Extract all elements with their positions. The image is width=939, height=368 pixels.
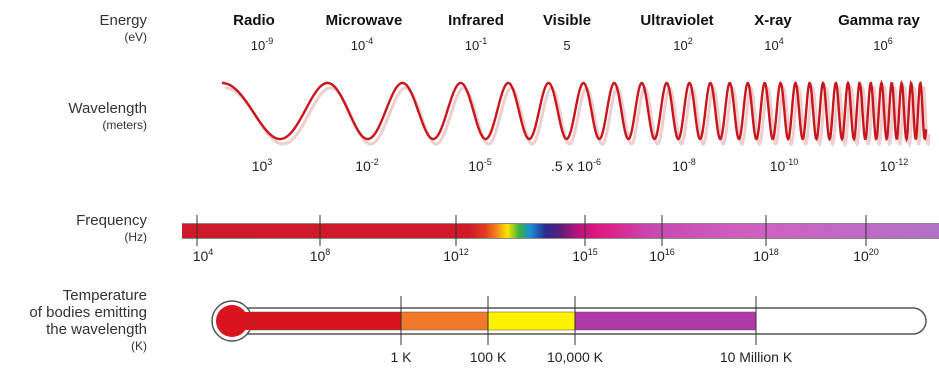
frequency-label-6: 1018 [753,247,779,265]
frequency-bar [182,223,939,239]
temperature-10000k: 10,000 K [546,349,604,365]
thermometer-fill-orange [401,312,488,330]
thermometer-fill-red [232,312,401,330]
energy-radio: 10-9 [250,36,274,54]
temperature-100k: 100 K [469,349,507,365]
energy-row-label: Energy (eV) [99,12,147,46]
frequency-label-2: 108 [309,247,331,265]
wavelength-infrared: 10-5 [468,157,492,175]
frequency-row-label: Frequency (Hz) [76,212,147,246]
frequency-label-3: 1012 [443,247,469,265]
band-infrared: Infrared [448,12,504,29]
energy-visible: 5 [563,38,571,53]
energy-label: Energy [99,12,147,29]
wavelength-ultraviolet: 10-8 [672,157,696,175]
frequency-label-4: 1015 [572,247,598,265]
energy-x-ray: 104 [764,36,784,54]
wavelength-unit: (meters) [102,118,147,132]
temperature-label-line-2: of bodies emitting [29,304,147,321]
wave-line [222,79,928,143]
wavelength-x-ray: 10-10 [769,157,799,175]
temperature-10-million-k: 10 Million K [719,349,793,365]
frequency-label: Frequency [76,212,147,229]
thermometer-fill-yellow [488,312,575,330]
band-gamma-ray: Gamma ray [838,12,920,29]
band-visible: Visible [542,12,592,29]
thermometer-fill-magenta [575,312,756,330]
band-ultraviolet: Ultraviolet [640,12,714,29]
temperature-row-label: Temperature of bodies emitting the wavel… [29,287,147,355]
frequency-unit: (Hz) [124,230,147,244]
energy-unit: (eV) [124,30,147,44]
energy-microwave: 10-4 [350,36,374,54]
band-radio: Radio [233,12,275,29]
wavelength-gamma-ray: 10-12 [879,157,909,175]
frequency-label-5: 1016 [649,247,675,265]
temperature-label-line-3: the wavelength [46,321,147,338]
band-microwave: Microwave [325,12,403,29]
frequency-label-1: 104 [192,247,214,265]
frequency-label-7: 1020 [853,247,879,265]
band-x-ray: X-ray [754,12,792,29]
wavelength-visible: .5 x 10-6 [550,157,602,175]
wavelength-microwave: 10-2 [355,157,379,175]
energy-infrared: 10-1 [464,36,488,54]
energy-ultraviolet: 102 [673,36,693,54]
wavelength-row-label: Wavelength (meters) [68,100,147,134]
temperature-unit: (K) [131,339,147,353]
wavelength-radio: 103 [251,157,273,175]
wavelength-label: Wavelength [68,100,147,117]
temperature-label-line-1: Temperature [62,287,147,304]
temperature-1k: 1 K [390,349,412,365]
energy-gamma-ray: 106 [873,36,893,54]
